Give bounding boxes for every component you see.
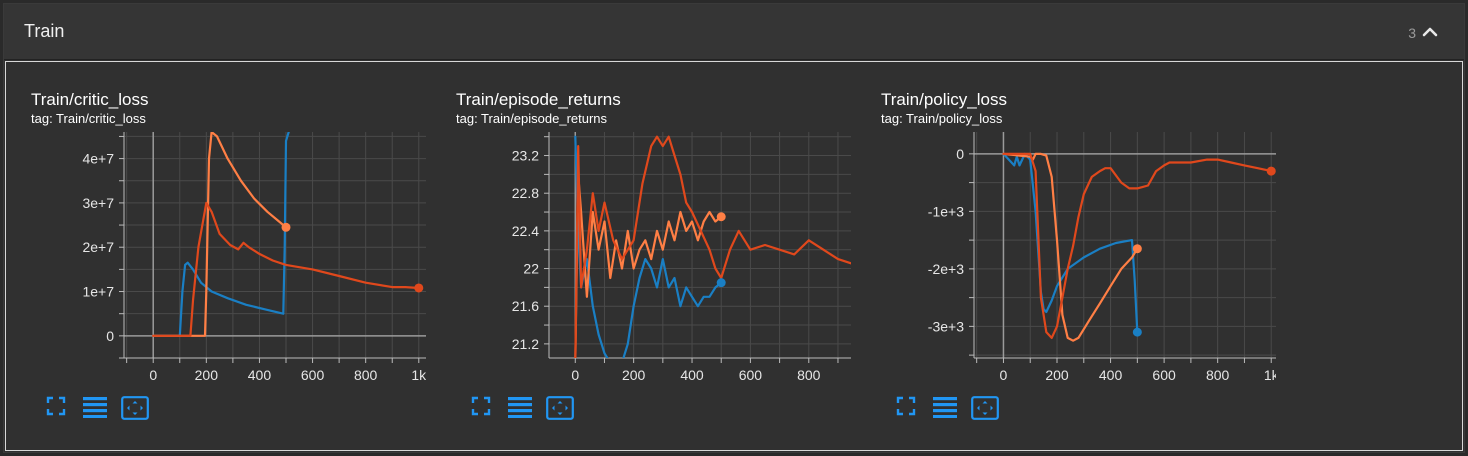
series-end-marker-1[interactable] [1132, 244, 1142, 254]
series-end-marker-2[interactable] [1266, 166, 1276, 176]
series-line-2[interactable] [574, 135, 851, 363]
x-tick-label: 600 [301, 367, 325, 383]
y-tick-label: 22.4 [512, 223, 539, 239]
y-tick-label: 3e+7 [82, 195, 114, 211]
y-tick-label: 21.2 [512, 336, 539, 352]
fit-domain-icon[interactable] [121, 396, 151, 422]
series-end-marker-1[interactable] [716, 212, 726, 222]
x-tick-label: 0 [1000, 367, 1008, 383]
list-icon[interactable] [508, 396, 538, 422]
series-end-marker-0[interactable] [1132, 327, 1142, 337]
series-line-2[interactable] [152, 201, 420, 337]
x-tick-label: 0 [571, 367, 579, 383]
series-line-0[interactable] [1002, 152, 1139, 334]
y-tick-label: 2e+7 [82, 239, 114, 255]
series-end-marker-1[interactable] [281, 222, 291, 232]
series-line-0[interactable] [152, 132, 290, 337]
list-icon[interactable] [83, 396, 113, 422]
x-tick-label: 200 [195, 367, 219, 383]
card-tag: tag: Train/critic_loss [31, 111, 146, 126]
y-tick-label: 0 [106, 328, 114, 344]
x-tick-label: 400 [1099, 367, 1123, 383]
section-card-count: 3 [1408, 25, 1416, 41]
card-tag: tag: Train/policy_loss [881, 111, 1003, 126]
series-line-2[interactable] [1002, 152, 1273, 339]
x-tick-label: 400 [248, 367, 272, 383]
fit-domain-icon[interactable] [546, 396, 576, 422]
x-tick-label: 400 [680, 367, 704, 383]
series-line-1[interactable] [1002, 152, 1139, 342]
card-title: Train/episode_returns [456, 90, 621, 109]
chevron-up-icon[interactable] [1420, 22, 1440, 42]
x-tick-label: 1k [411, 367, 426, 383]
y-tick-label: 4e+7 [82, 151, 114, 167]
y-tick-label: 22.8 [512, 185, 539, 201]
card-title: Train/policy_loss [881, 90, 1007, 109]
x-tick-label: 600 [1152, 367, 1176, 383]
x-tick-label: 800 [797, 367, 821, 383]
section-header[interactable]: Train 3 [4, 4, 1464, 60]
chart-card-episode-returns: Train/episode_returns tag: Train/episode… [431, 62, 851, 450]
series-line-1[interactable] [574, 173, 723, 362]
series-end-marker-2[interactable] [414, 283, 424, 293]
card-tag: tag: Train/episode_returns [456, 111, 608, 126]
x-tick-label: 600 [739, 367, 763, 383]
y-tick-label: -1e+3 [928, 203, 964, 219]
fullscreen-icon[interactable] [896, 396, 926, 422]
cards-container: Train/critic_loss tag: Train/critic_loss… [5, 61, 1463, 451]
chart-card-policy-loss: Train/policy_loss tag: Train/policy_loss… [856, 62, 1276, 450]
y-tick-label: -3e+3 [928, 318, 964, 334]
fullscreen-icon[interactable] [46, 396, 76, 422]
grid [124, 132, 426, 359]
grid [974, 132, 1276, 358]
series-line-0[interactable] [574, 135, 723, 372]
y-tick-label: 23.2 [512, 148, 539, 164]
card-title: Train/critic_loss [31, 90, 149, 109]
y-tick-label: 0 [956, 146, 964, 162]
x-tick-label: 200 [622, 367, 646, 383]
grid [549, 132, 851, 358]
list-icon[interactable] [933, 396, 963, 422]
x-tick-label: 0 [149, 367, 157, 383]
x-tick-label: 800 [1206, 367, 1230, 383]
chart-critic-loss[interactable]: 0 200 400 600 800 1k 0 1e+7 2e+7 3e+7 4e+7 [6, 122, 426, 392]
chart-card-critic-loss: Train/critic_loss tag: Train/critic_loss… [6, 62, 426, 450]
fullscreen-icon[interactable] [471, 396, 501, 422]
y-tick-label: 21.6 [512, 298, 539, 314]
train-section: Train 3 Train/critic_loss tag: Train/cri… [3, 3, 1465, 453]
section-title: Train [24, 21, 65, 41]
fit-domain-icon[interactable] [971, 396, 1001, 422]
y-tick-label: 1e+7 [82, 284, 114, 300]
series-end-marker-0[interactable] [716, 278, 726, 288]
y-tick-label: -2e+3 [928, 261, 964, 277]
x-tick-label: 200 [1045, 367, 1069, 383]
x-tick-label: 1k [1264, 367, 1276, 383]
y-tick-label: 22 [523, 261, 539, 277]
chart-policy-loss[interactable]: 0 200 400 600 800 1k 0 -1e+3 -2e+3 -3e+3 [856, 122, 1276, 392]
x-tick-label: 800 [354, 367, 378, 383]
series-line-1[interactable] [152, 132, 288, 337]
